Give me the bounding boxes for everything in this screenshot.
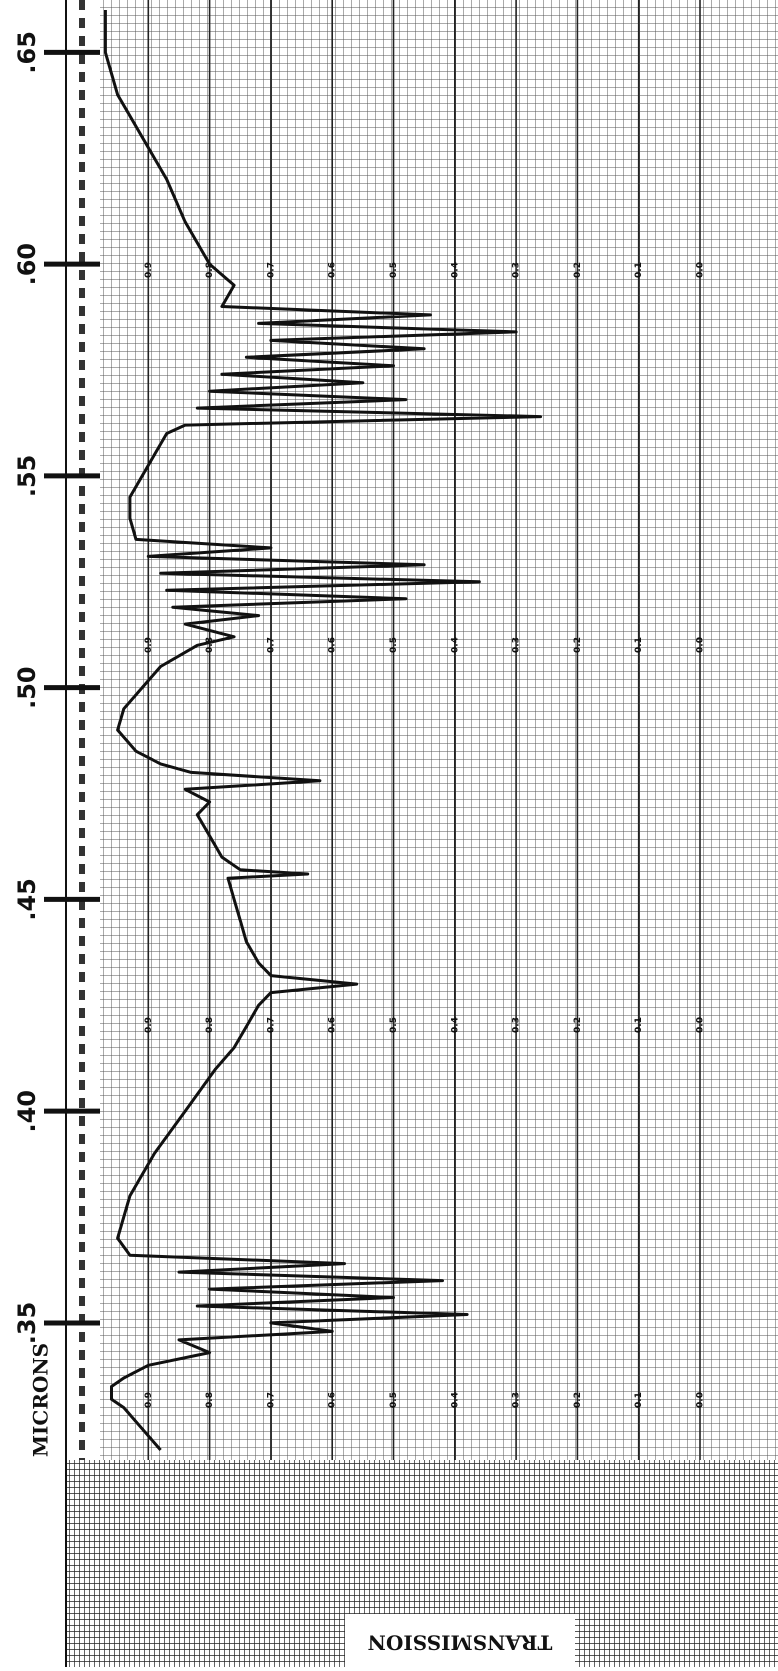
- y-tick-label: 0.1: [634, 637, 644, 653]
- y-tick-label: 0.7: [266, 262, 276, 278]
- y-tick-label: 0.5: [389, 1392, 399, 1408]
- y-tick-label: 0.6: [328, 1392, 338, 1408]
- x-tick-label: .35: [13, 1302, 41, 1345]
- y-tick-label: 0.9: [144, 637, 154, 653]
- y-tick-label: 0.6: [328, 1017, 338, 1033]
- x-axis-title: MICRONS: [29, 1343, 53, 1457]
- y-tick-label: 0.4: [450, 1017, 460, 1033]
- x-tick-label: .55: [13, 455, 41, 498]
- y-tick-label: 0.8: [205, 1017, 215, 1033]
- y-tick-label: 0.6: [328, 262, 338, 278]
- y-tick-label: 0.5: [389, 1017, 399, 1033]
- x-tick-label: .45: [13, 878, 41, 921]
- y-tick-label: 0.8: [205, 637, 215, 653]
- y-tick-label: 0.9: [144, 1392, 154, 1408]
- y-tick-label: 0.6: [328, 637, 338, 653]
- y-tick-label: 0.2: [573, 262, 583, 278]
- y-tick-label: 0.3: [512, 1392, 522, 1408]
- y-tick-label: 0.2: [573, 637, 583, 653]
- y-tick-label: 0.3: [512, 1017, 522, 1033]
- y-tick-label: 0.7: [266, 1392, 276, 1408]
- y-tick-label: 0.3: [512, 637, 522, 653]
- y-tick-label: 0.0: [696, 1017, 706, 1033]
- y-tick-label: 0.4: [450, 637, 460, 653]
- y-tick-label: 0.0: [696, 1392, 706, 1408]
- y-tick-label: 0.5: [389, 637, 399, 653]
- x-tick-label: .60: [13, 243, 41, 286]
- y-tick-label: 0.0: [696, 262, 706, 278]
- y-tick-label: 0.7: [266, 637, 276, 653]
- y-tick-label: 0.5: [389, 262, 399, 278]
- y-tick-label: 0.2: [573, 1392, 583, 1408]
- y-tick-label: 0.1: [634, 1017, 644, 1033]
- y-tick-label: 0.3: [512, 262, 522, 278]
- y-axis-title: TRANSMISSION: [368, 1631, 553, 1655]
- spectrum-line: [103, 10, 543, 1451]
- chart-paper-grid: [100, 0, 778, 1460]
- x-tick-label: .40: [13, 1090, 41, 1133]
- y-tick-label: 0.0: [696, 637, 706, 653]
- y-tick-label: 0.9: [144, 262, 154, 278]
- y-tick-label: 0.4: [450, 1392, 460, 1408]
- y-tick-label: 0.2: [573, 1017, 583, 1033]
- y-tick-label: 0.8: [205, 262, 215, 278]
- y-tick-label: 0.4: [450, 262, 460, 278]
- label-box: [345, 1614, 575, 1667]
- x-tick-label: .65: [13, 31, 41, 74]
- y-tick-label: 0.1: [634, 262, 644, 278]
- y-tick-label: 0.8: [205, 1392, 215, 1408]
- y-tick-label: 0.7: [266, 1017, 276, 1033]
- y-tick-label: 0.1: [634, 1392, 644, 1408]
- y-tick-label: 0.9: [144, 1017, 154, 1033]
- x-tick-label: .50: [13, 666, 41, 709]
